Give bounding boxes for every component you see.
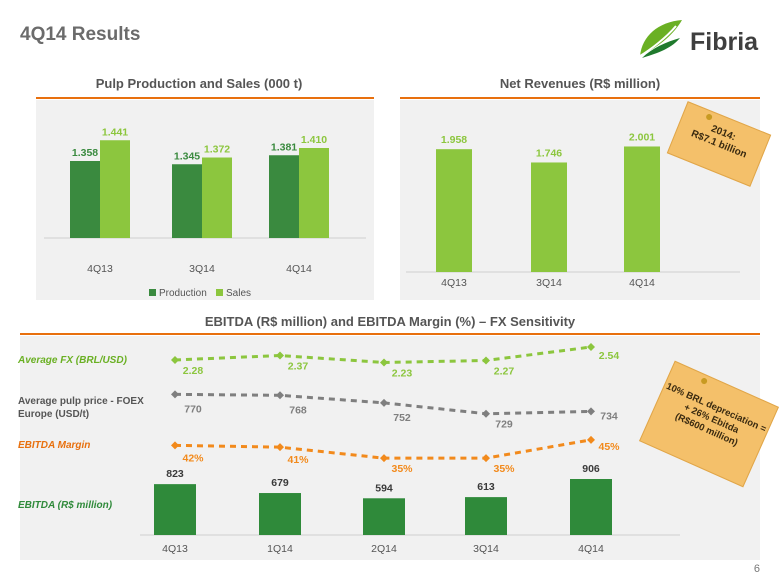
bar-net-revenue (436, 149, 472, 272)
x-tick-label: 3Q14 (473, 543, 499, 555)
x-tick-label: 4Q13 (87, 263, 113, 275)
x-tick-label: 4Q13 (162, 543, 188, 555)
bar-production (172, 164, 202, 238)
data-label: 2.27 (494, 366, 515, 378)
pulp-price-row-label: Average pulp price - FOEX Europe (USD/t) (18, 396, 144, 420)
data-label: 768 (289, 404, 307, 416)
data-label: 770 (184, 403, 202, 415)
bar-ebitda (154, 484, 196, 535)
data-label: 823 (166, 468, 184, 480)
pulp-price-marker (171, 390, 179, 399)
data-label: 45% (598, 441, 620, 453)
data-label: 2.37 (288, 361, 309, 373)
margin-row-label: EBITDA Margin (18, 440, 91, 451)
bar-ebitda (363, 498, 405, 535)
legend-label: Production (159, 288, 207, 299)
data-label: 42% (182, 452, 204, 464)
legend-swatch (216, 289, 223, 296)
x-tick-label: 3Q14 (189, 263, 215, 275)
slide-title: 4Q14 Results (20, 24, 141, 45)
ebitda-margin-marker (276, 443, 284, 452)
bar-production (70, 161, 100, 238)
x-tick-label: 4Q14 (286, 263, 312, 275)
data-label: 1.381 (271, 141, 297, 153)
data-label: 729 (495, 419, 513, 431)
legend-label: Sales (226, 288, 251, 299)
data-label: 1.746 (536, 147, 562, 159)
pulp-price-marker (276, 391, 284, 400)
ebitda-title-rule (20, 333, 760, 335)
pin-icon: ● (705, 108, 714, 124)
fx-row-label: Average FX (BRL/USD) (18, 355, 127, 366)
data-label: 35% (493, 463, 515, 475)
data-label: 752 (393, 412, 411, 424)
x-tick-label: 4Q13 (441, 277, 467, 289)
production-sales-chart: 1.358 1.441 4Q13 1.345 1.372 3Q14 1.381 1.410 4Q… (44, 126, 366, 299)
x-tick-label: 4Q14 (629, 277, 655, 289)
x-tick-label: 2Q14 (371, 543, 397, 555)
bar-sales (202, 157, 232, 238)
fx-marker (276, 351, 284, 360)
production-chart-title: Pulp Production and Sales (000 t) (95, 76, 303, 91)
bar-net-revenue (531, 162, 567, 272)
data-label: 2.54 (599, 350, 620, 362)
production-title-rule (36, 97, 374, 99)
data-label: 734 (600, 410, 618, 422)
data-label: 41% (287, 454, 309, 466)
ebitda-margin-marker (171, 441, 179, 450)
data-label: 1.358 (72, 147, 98, 159)
revenue-chart-title: Net Revenues (R$ million) (499, 76, 661, 91)
data-label: 1.958 (441, 134, 467, 146)
x-tick-label: 3Q14 (536, 277, 562, 289)
ebitda-row-label: EBITDA (R$ million) (18, 500, 113, 511)
fx-marker (380, 358, 388, 367)
fx-marker (171, 356, 179, 364)
fx-marker (587, 343, 595, 351)
data-label: 2.28 (183, 365, 204, 377)
data-label: 906 (582, 463, 600, 475)
bar-sales (299, 148, 329, 238)
data-label: 2.001 (629, 131, 655, 143)
data-label: 594 (375, 482, 393, 494)
ebitda-margin-marker (380, 454, 388, 463)
bar-net-revenue (624, 146, 660, 272)
data-label: 1.410 (301, 134, 327, 146)
x-tick-label: 1Q14 (267, 543, 293, 555)
fx-marker (482, 356, 490, 365)
pulp-price-marker (380, 398, 388, 407)
data-label: 1.372 (204, 144, 230, 156)
data-label: 1.441 (102, 126, 128, 138)
data-label: 1.345 (174, 150, 200, 162)
revenue-title-rule (400, 97, 760, 99)
pulp-price-marker (482, 409, 490, 418)
ebitda-fx-chart: 2.28 2.37 2.23 2.27 2.54 770 768 752 729 734 42% 41… (140, 343, 680, 555)
logo-text: Fibria (690, 28, 759, 56)
net-revenues-chart: 1.958 4Q13 1.746 3Q14 2.001 4Q14 (406, 131, 740, 289)
data-label: 2.23 (392, 368, 413, 380)
bar-sales (100, 140, 130, 238)
bar-ebitda (259, 493, 301, 535)
legend-swatch (149, 289, 156, 296)
ebitda-margin-marker (482, 454, 490, 463)
data-label: 679 (271, 477, 289, 489)
data-label: 35% (391, 463, 413, 475)
ebitda-chart-title: EBITDA (R$ million) and EBITDA Margin (%… (204, 314, 576, 329)
pulp-price-marker (587, 407, 595, 416)
logo-leaf-icon (639, 20, 682, 58)
data-label: 613 (477, 481, 495, 493)
pin-icon: ● (700, 372, 709, 388)
ebitda-margin-marker (587, 435, 595, 444)
bar-production (269, 155, 299, 238)
page-number: 6 (753, 563, 760, 575)
x-tick-label: 4Q14 (578, 543, 604, 555)
bar-ebitda (465, 497, 507, 535)
bar-ebitda (570, 479, 612, 535)
